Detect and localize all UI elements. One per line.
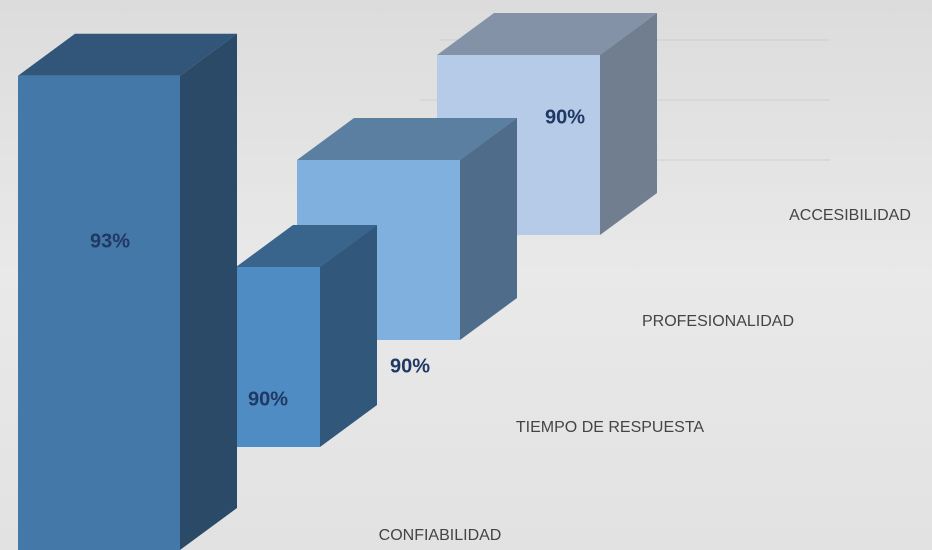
value-label: 90%	[390, 355, 430, 377]
category-label: CONFIABILIDAD	[379, 527, 502, 544]
bar	[18, 34, 237, 550]
value-label: 90%	[545, 106, 585, 128]
category-label: TIEMPO DE RESPUESTA	[516, 419, 705, 436]
bar-side	[180, 34, 237, 550]
bar-front	[236, 267, 320, 447]
value-label: 90%	[248, 388, 288, 410]
bar	[236, 225, 377, 447]
category-label: PROFESIONALIDAD	[642, 313, 794, 330]
bar-front	[18, 76, 180, 550]
value-label: 93%	[90, 230, 130, 252]
chart: 93% CONFIABILIDAD 90% TIEMPO DE RESPUESTA 90…	[0, 0, 932, 550]
category-label: ACCESIBILIDAD	[789, 207, 911, 224]
